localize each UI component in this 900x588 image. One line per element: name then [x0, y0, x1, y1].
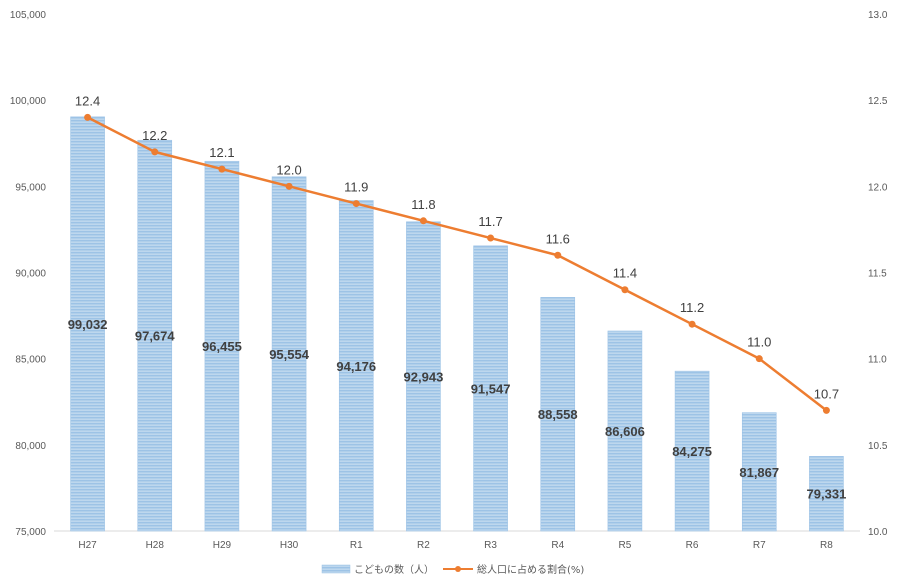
- bar-value-label: 94,176: [336, 359, 376, 374]
- line-value-label: 10.7: [814, 386, 839, 401]
- line-point: [352, 200, 360, 208]
- x-tick-label: R4: [551, 540, 564, 551]
- y-left-tick-label: 100,000: [10, 96, 47, 107]
- x-tick-label: R6: [686, 540, 699, 551]
- line-value-label: 11.6: [546, 231, 570, 246]
- y-right-tick-label: 11.5: [868, 269, 887, 280]
- y-left-tick-label: 75,000: [15, 527, 46, 538]
- y-right-tick-label: 12.0: [868, 182, 888, 193]
- bar: [204, 160, 240, 532]
- bar-value-label: 84,275: [672, 444, 712, 459]
- y-right-tick-label: 12.5: [868, 96, 888, 107]
- line-point: [84, 113, 92, 121]
- line-point: [285, 182, 293, 190]
- bar-value-label: 95,554: [269, 347, 310, 362]
- line-value-label: 12.0: [276, 162, 301, 177]
- y-left-tick-label: 80,000: [15, 441, 46, 452]
- y-left-tick-label: 105,000: [10, 10, 47, 21]
- line-point: [755, 355, 763, 363]
- x-tick-label: H28: [146, 540, 165, 551]
- bar-value-label: 88,558: [538, 407, 578, 422]
- y-right-tick-label: 13.0: [868, 10, 888, 21]
- x-tick-label: H29: [213, 540, 232, 551]
- bar-value-label: 99,032: [68, 317, 108, 332]
- line-point: [487, 234, 495, 242]
- x-tick-label: R5: [619, 540, 632, 551]
- legend-bar-label: こどもの数（人）: [354, 563, 434, 576]
- line-point: [688, 320, 696, 328]
- bar: [674, 370, 710, 532]
- bar-value-label: 97,674: [135, 329, 176, 344]
- bar-series: [70, 116, 844, 532]
- line-point: [419, 217, 427, 225]
- line-value-label: 11.9: [344, 180, 368, 195]
- y-right-tick-label: 10.0: [868, 527, 888, 538]
- line-point: [822, 406, 830, 414]
- bar: [271, 176, 307, 532]
- line-point: [554, 251, 562, 259]
- legend-bar-swatch: [321, 564, 351, 574]
- line-point: [218, 165, 226, 173]
- x-tick-label: R8: [820, 540, 833, 551]
- x-tick-label: R2: [417, 540, 430, 551]
- bar: [406, 221, 441, 532]
- y-right-tick-label: 10.5: [868, 441, 888, 452]
- line-series: [84, 113, 830, 414]
- y-left-tick-label: 95,000: [15, 182, 46, 193]
- bar-value-label: 92,943: [404, 369, 444, 384]
- line-value-label: 11.7: [478, 214, 502, 229]
- y-right-tick-label: 11.0: [868, 355, 887, 366]
- x-tick-label: R1: [350, 540, 363, 551]
- bar: [741, 412, 777, 532]
- x-tick-label: R3: [484, 540, 497, 551]
- line-value-label: 11.8: [411, 197, 435, 212]
- line-point: [151, 148, 159, 156]
- line-value-label: 11.2: [680, 300, 704, 315]
- bar-value-label: 79,331: [807, 487, 847, 502]
- x-tick-label: R7: [753, 540, 766, 551]
- bar: [137, 139, 173, 532]
- line-value-label: 11.4: [613, 266, 637, 281]
- line-value-label: 12.2: [142, 128, 167, 143]
- bar-value-label: 96,455: [202, 339, 242, 354]
- bar-value-label: 81,867: [739, 465, 779, 480]
- line-value-label: 12.4: [75, 93, 100, 108]
- bar: [809, 456, 844, 532]
- line-point: [621, 286, 629, 294]
- bar-value-label: 86,606: [605, 424, 645, 439]
- y-left-tick-label: 85,000: [15, 355, 46, 366]
- x-tick-label: H27: [78, 540, 97, 551]
- line-path: [87, 116, 828, 412]
- line-value-label: 12.1: [209, 145, 234, 160]
- bar: [338, 200, 374, 532]
- legend: こどもの数（人） 総人口に占める割合(%): [321, 563, 584, 576]
- axes: 75,000 80,000 85,000 90,000 95,000 100,000 105…: [10, 10, 888, 551]
- y-left-tick-label: 90,000: [15, 269, 46, 280]
- bar-value-label: 91,547: [471, 381, 511, 396]
- bar: [540, 297, 576, 532]
- bar: [473, 245, 508, 532]
- legend-line-marker: [455, 566, 461, 572]
- line-value-label: 11.0: [747, 335, 771, 350]
- legend-line-label: 総人口に占める割合(%): [477, 563, 584, 576]
- x-tick-label: H30: [280, 540, 299, 551]
- bar: [607, 330, 643, 532]
- data-labels: 99,032 97,674 96,455 95,554 94,176 92,943 91,5…: [68, 93, 847, 501]
